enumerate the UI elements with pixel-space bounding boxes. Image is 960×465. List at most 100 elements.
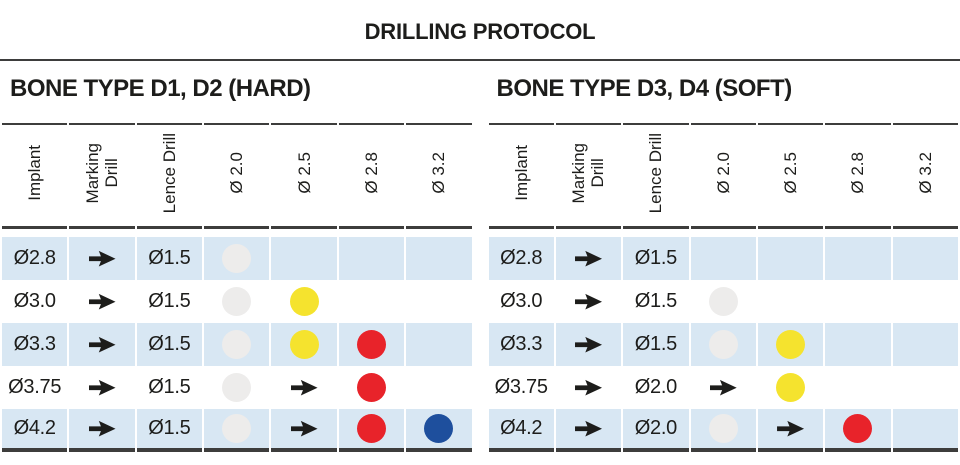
arrow-icon (88, 379, 116, 396)
implant-cell: Ø4.2 (488, 409, 554, 452)
lence-cell: Ø1.5 (136, 409, 203, 452)
implant-cell: Ø3.0 (13, 290, 56, 312)
protocol-cell (757, 323, 824, 366)
implant-cell: Ø3.75 (8, 376, 62, 398)
col-header-drill-2-5: Ø 2.5 (271, 123, 337, 229)
drill-step-icon (424, 414, 454, 443)
drill-step-icon (289, 287, 319, 316)
protocol-cell (339, 280, 404, 323)
lence-cell: Ø2.0 (623, 409, 689, 452)
protocol-cell (338, 323, 405, 366)
marking-cell (556, 366, 621, 409)
bone-table-hard: BONE TYPE D1, D2 (HARD) Implant Marking … (0, 61, 474, 452)
table-row: Ø3.3 Ø1.5 (488, 323, 958, 366)
arrow-icon (88, 336, 116, 353)
marking-cell (556, 280, 621, 323)
tables-container: BONE TYPE D1, D2 (HARD) Implant Marking … (0, 61, 960, 452)
lence-cell: Ø1.5 (623, 237, 689, 280)
table-row: Ø3.0 Ø1.5 (2, 280, 472, 323)
protocol-cell (339, 366, 404, 409)
drill-step-icon (222, 373, 252, 402)
drill-step-icon (776, 373, 806, 402)
bone-table-soft: BONE TYPE D3, D4 (SOFT) Implant Marking … (487, 61, 960, 452)
implant-cell: Ø4.2 (2, 409, 68, 452)
protocol-cell (825, 366, 890, 409)
protocol-cell (271, 237, 337, 280)
protocol-cell (758, 280, 823, 323)
marking-cell (555, 409, 622, 452)
drill-step-icon (222, 330, 252, 359)
arrow-icon (88, 250, 116, 267)
protocol-cell (690, 237, 756, 280)
drill-step-icon (289, 330, 319, 359)
protocol-cell (893, 366, 958, 409)
protocol-cell (892, 237, 958, 280)
lence-cell: Ø2.0 (634, 376, 677, 398)
arrow-icon (575, 250, 603, 267)
col-header-lence-drill-label: Lence Drill (159, 132, 179, 214)
col-header-drill-3-2-label: Ø 3.2 (429, 152, 449, 194)
col-header-marking-drill-label: Marking Drill (82, 142, 122, 204)
col-header-marking-drill: Marking Drill (69, 123, 135, 229)
drill-step-icon (222, 414, 252, 443)
implant-cell: Ø3.3 (488, 323, 554, 366)
protocol-cell (338, 237, 405, 280)
protocol-cell (825, 323, 891, 366)
drill-step-icon (708, 330, 738, 359)
lence-cell: Ø1.5 (148, 290, 191, 312)
protocol-cell (892, 323, 958, 366)
protocol-table-hard: Implant Marking Drill Lence Drill Ø 2.0 … (0, 123, 474, 452)
arrow-icon (88, 420, 116, 437)
marking-cell (555, 323, 622, 366)
col-header-lence-drill: Lence Drill (136, 123, 203, 229)
drill-step-icon (843, 414, 873, 443)
protocol-cell (406, 280, 471, 323)
protocol-cell (690, 409, 756, 452)
col-header-drill-3-2: Ø 3.2 (892, 123, 958, 229)
col-header-lence-drill: Lence Drill (623, 123, 689, 229)
protocol-cell (406, 323, 472, 366)
protocol-cell (338, 409, 405, 452)
table-heading-soft: BONE TYPE D3, D4 (SOFT) (496, 75, 793, 102)
lence-cell: Ø1.5 (148, 376, 191, 398)
page-title: DRILLING PROTOCOL (364, 19, 596, 44)
drill-step-icon (222, 287, 252, 316)
col-header-drill-2-0-label: Ø 2.0 (713, 152, 733, 194)
col-header-marking-drill-label: Marking Drill (569, 142, 608, 204)
drill-step-icon (708, 414, 738, 443)
col-header-drill-2-5-label: Ø 2.5 (781, 152, 801, 194)
protocol-cell (893, 280, 958, 323)
spacer-row (489, 229, 959, 237)
col-header-implant: Implant (2, 123, 68, 229)
col-header-implant-label: Implant (511, 145, 531, 201)
table-row: Ø4.2 Ø1.5 (2, 409, 472, 452)
protocol-cell (271, 366, 336, 409)
protocol-cell (758, 366, 823, 409)
drill-step-icon (290, 379, 318, 396)
marking-cell (69, 280, 134, 323)
table-heading-hard: BONE TYPE D1, D2 (HARD) (10, 75, 311, 102)
col-header-drill-2-8: Ø 2.8 (825, 123, 891, 229)
col-header-implant-label: Implant (25, 145, 45, 201)
protocol-cell (691, 280, 756, 323)
header-row: Implant Marking Drill Lence Drill Ø 2.0 … (2, 123, 472, 229)
lence-cell: Ø1.5 (136, 323, 203, 366)
drill-step-icon (777, 420, 805, 437)
arrow-icon (575, 293, 603, 310)
marking-cell (69, 366, 134, 409)
col-header-drill-2-0-label: Ø 2.0 (227, 152, 247, 194)
implant-cell: Ø3.3 (2, 323, 68, 366)
protocol-cell (406, 237, 472, 280)
table-row: Ø3.0 Ø1.5 (489, 280, 959, 323)
drill-step-icon (222, 244, 252, 273)
protocol-cell (271, 409, 337, 452)
implant-cell: Ø3.75 (494, 376, 548, 398)
drill-step-icon (776, 330, 806, 359)
implant-cell: Ø3.0 (500, 290, 543, 312)
table-row: Ø3.3 Ø1.5 (2, 323, 472, 366)
lence-cell: Ø1.5 (136, 237, 203, 280)
title-bar: DRILLING PROTOCOL (0, 0, 960, 61)
drill-step-icon (356, 414, 386, 443)
spacer-row (2, 229, 472, 237)
